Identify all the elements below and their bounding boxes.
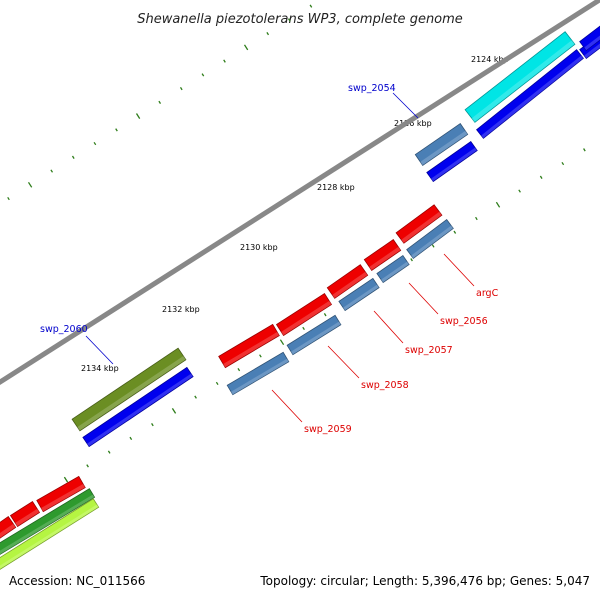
gene-bar-swp2056: [376, 254, 410, 284]
tick-mark-outer: [27, 181, 33, 188]
gene-bar-lime: [0, 498, 100, 570]
gene-label-swp-2059: swp_2059: [304, 424, 352, 435]
tick-mark-inner: [63, 476, 69, 483]
gene-bar-red: [363, 239, 402, 271]
gene-bar-blue: [82, 366, 194, 448]
gene-label-swp-2060: swp_2060: [40, 324, 88, 335]
tick-mark-outer: [179, 86, 183, 91]
gene-bar-blue: [426, 140, 478, 183]
gene-label-swp-2056: swp_2056: [440, 316, 488, 327]
leader-line: [408, 282, 439, 315]
gene-bar-argC: [406, 219, 454, 259]
tick-mark-outer: [50, 169, 54, 173]
tick-mark-inner: [539, 175, 543, 179]
gene-label-argc: argC: [476, 288, 499, 299]
gene-bar-red: [326, 264, 369, 299]
tick-mark-inner: [495, 201, 501, 208]
tick-layer: 2124 kbp 2126 kbp 2128 kbp 2130 kbp 2132 kbp…: [7, 4, 586, 483]
gene-bar-red: [218, 323, 280, 369]
gene-bar-swp2054: [414, 123, 469, 166]
gene-bar-red: [0, 516, 17, 539]
tick-mark-inner: [561, 161, 565, 166]
tick-mark-inner: [171, 408, 177, 414]
leader-line: [443, 253, 475, 287]
tick-label: 2130 kbp: [240, 243, 278, 252]
accession-text: Accession: NC_011566: [9, 574, 145, 588]
gene-layer: [0, 25, 600, 570]
tick-label: 2132 kbp: [162, 305, 200, 314]
tick-mark-outer: [309, 4, 313, 8]
tick-mark-outer: [7, 196, 10, 201]
gene-bar-red: [275, 292, 333, 337]
leader-line: [85, 335, 114, 365]
tick-mark-inner: [453, 230, 457, 234]
tick-mark-outer: [287, 18, 291, 22]
leader-line: [392, 92, 419, 119]
gene-bar-green: [0, 488, 96, 555]
backbone-line: [0, 0, 600, 386]
gene-label-swp-2057: swp_2057: [405, 345, 453, 356]
gene-bar-swp2059: [226, 351, 290, 396]
leader-line: [373, 310, 404, 344]
tick-mark-inner: [279, 339, 285, 346]
gene-bar-red: [395, 204, 443, 244]
tick-mark-inner: [475, 216, 478, 221]
label-layer: swp_2054 swp_2060 argC swp_2056 swp_2057 swp_…: [40, 83, 499, 435]
tick-mark-outer: [223, 59, 226, 63]
tick-mark-inner: [86, 464, 89, 468]
genome-summary-text: Topology: circular; Length: 5,396,476 bp…: [259, 574, 590, 588]
tick-mark-inner: [518, 189, 521, 193]
gene-bar-swp2058: [286, 314, 342, 356]
tick-mark-inner: [583, 148, 586, 152]
backbone-layer: [0, 0, 600, 386]
gene-bar-red: [9, 500, 41, 528]
gene-bar-blue: [579, 25, 600, 51]
tick-label: 2126 kbp: [394, 119, 432, 128]
tick-mark-inner: [237, 368, 241, 372]
tick-mark-inner: [259, 354, 262, 358]
tick-mark-outer: [135, 113, 141, 119]
map-title: Shewanella piezotolerans WP3, complete g…: [137, 12, 463, 27]
gene-bar-swp2060: [71, 347, 187, 432]
tick-mark-inner: [107, 450, 111, 454]
tick-mark-inner: [129, 436, 133, 441]
tick-mark-inner: [431, 244, 435, 248]
tick-mark-outer: [243, 44, 249, 51]
tick-mark-outer: [93, 141, 97, 146]
tick-mark-outer: [115, 128, 118, 132]
tick-mark-outer: [266, 32, 270, 36]
tick-mark-inner: [323, 313, 327, 317]
leader-line: [271, 389, 303, 423]
tick-label: 2128 kbp: [317, 183, 355, 192]
gene-bar-swp2057: [338, 277, 380, 312]
tick-mark-outer: [201, 73, 205, 77]
tick-mark-inner: [302, 326, 305, 331]
gene-bar-cyan: [464, 31, 576, 123]
gene-bar-red: [36, 475, 86, 513]
tick-mark-inner: [410, 258, 413, 262]
tick-mark-outer: [71, 155, 75, 159]
gene-label-swp-2054: swp_2054: [348, 83, 396, 94]
leader-line: [327, 345, 360, 379]
tick-mark-outer: [158, 100, 162, 104]
gene-bar-blue: [476, 49, 584, 139]
tick-label: 2134 kbp: [81, 364, 119, 373]
tick-mark-inner: [215, 381, 219, 386]
tick-label: 2124 kbp: [471, 55, 509, 64]
gene-label-swp-2058: swp_2058: [361, 380, 409, 391]
tick-mark-inner: [151, 423, 154, 427]
tick-mark-inner: [194, 395, 197, 399]
